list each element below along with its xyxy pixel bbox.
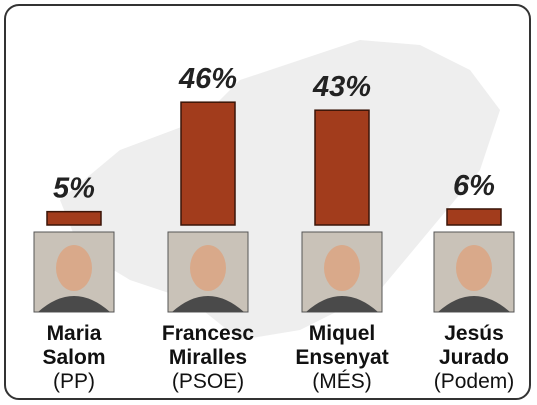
- bar: [446, 208, 502, 226]
- bar: [314, 109, 370, 226]
- party: (PSOE): [172, 370, 244, 393]
- candidate-name: Jurado: [439, 346, 509, 369]
- candidate-name: Miquel: [309, 322, 376, 345]
- candidate-name: Jesús: [444, 322, 504, 345]
- photo-face: [56, 245, 92, 291]
- party: (Podem): [434, 370, 515, 393]
- photo-body: [306, 296, 378, 312]
- bar: [46, 210, 102, 226]
- photo-body: [438, 296, 510, 312]
- party: (MÉS): [312, 370, 372, 393]
- candidate-name: Maria: [47, 322, 102, 345]
- candidate-name: Francesc: [162, 322, 255, 345]
- value-label: 6%: [453, 170, 495, 202]
- candidate-name: Miralles: [169, 346, 247, 369]
- photo-face: [456, 245, 492, 291]
- bar: [180, 101, 236, 226]
- candidate-name: Ensenyat: [295, 346, 388, 369]
- photo-body: [172, 296, 244, 312]
- party: (PP): [53, 370, 95, 393]
- photo-body: [38, 296, 110, 312]
- value-label: 5%: [53, 173, 95, 205]
- value-label: 46%: [178, 63, 237, 95]
- photo-face: [190, 245, 226, 291]
- value-label: 43%: [312, 71, 371, 103]
- photo-face: [324, 245, 360, 291]
- candidate-name: Salom: [42, 346, 105, 369]
